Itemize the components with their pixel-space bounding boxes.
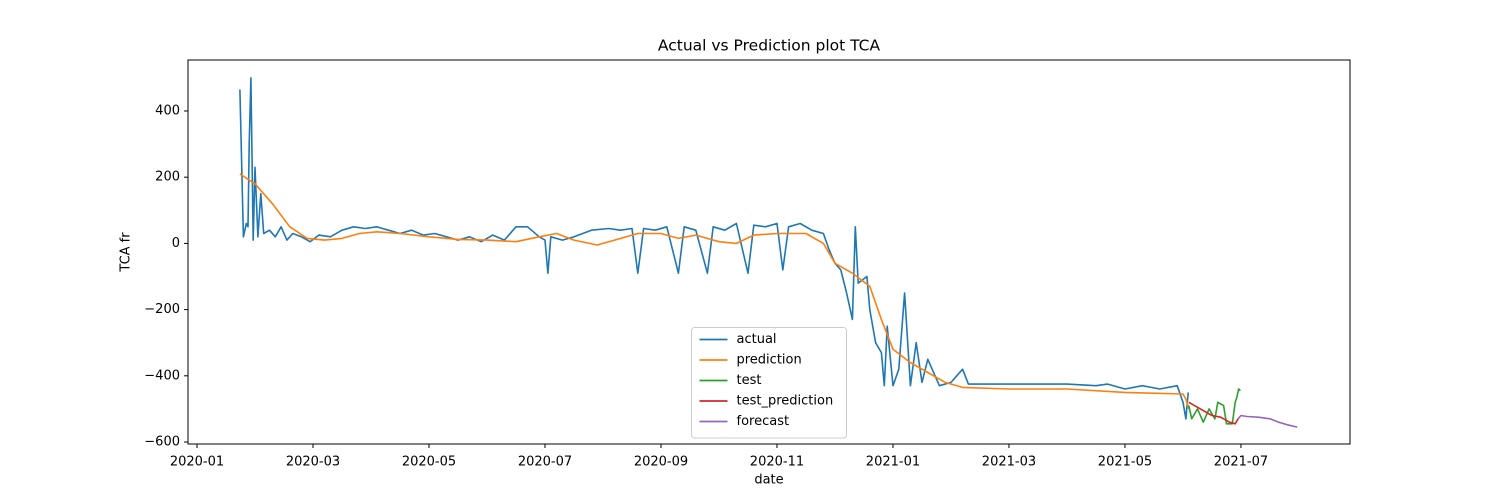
legend-label: test: [737, 373, 762, 388]
x-tick-label: 2020-07: [518, 455, 572, 470]
y-tick-label: −200: [144, 302, 180, 317]
x-tick-label: 2020-11: [750, 455, 804, 470]
legend-label: prediction: [737, 353, 802, 368]
series-line: [1237, 414, 1298, 428]
x-tick-label: 2020-05: [402, 455, 456, 470]
series-line: [1188, 401, 1239, 425]
y-tick-label: −400: [144, 368, 180, 383]
x-tick-label: 2021-03: [982, 455, 1036, 470]
legend-box: [691, 327, 847, 439]
series-line: [239, 173, 1190, 410]
series-line: [239, 77, 1189, 420]
legend-label: forecast: [737, 414, 790, 429]
legend: actual prediction test test_predictionforec…: [691, 327, 847, 439]
x-tick-label: 2021-05: [1098, 455, 1152, 470]
y-axis-label: TCA fr: [119, 232, 134, 273]
x-tick-label: 2021-07: [1214, 455, 1268, 470]
chart-title: Actual vs Prediction plot TCA: [658, 37, 881, 55]
y-tick-label: −600: [144, 435, 180, 450]
plot-frame: [187, 59, 1351, 445]
y-tick-label: 0: [172, 236, 180, 251]
x-tick-label: 2020-09: [634, 455, 688, 470]
series-line: [1188, 388, 1241, 425]
x-tick-label: 2021-01: [866, 455, 920, 470]
x-tick-label: 2020-03: [286, 455, 340, 470]
y-tick-label: 400: [155, 103, 180, 118]
y-tick-label: 200: [155, 170, 180, 185]
x-axis-label: date: [754, 473, 783, 488]
legend-label: test_prediction: [737, 394, 834, 409]
legend-label: actual: [737, 332, 777, 347]
x-tick-label: 2020-01: [170, 455, 224, 470]
